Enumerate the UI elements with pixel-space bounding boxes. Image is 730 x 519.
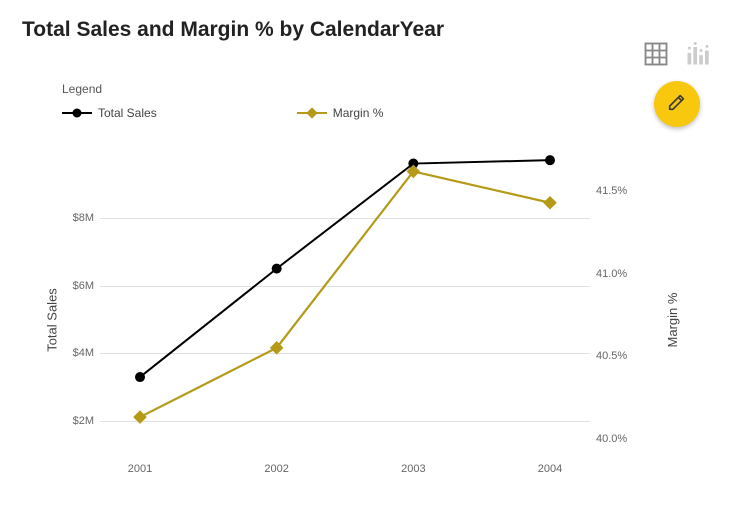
chart-area: Total Sales Margin % $2M$4M$6M$8M40.0%40… xyxy=(30,150,650,490)
plot-region: $2M$4M$6M$8M40.0%40.5%41.0%41.5%20012002… xyxy=(100,150,590,455)
y1-tick-label: $6M xyxy=(73,280,94,292)
chart-title: Total Sales and Margin % by CalendarYear xyxy=(0,0,730,42)
legend-item-total-sales[interactable]: Total Sales xyxy=(62,106,157,120)
y1-tick-label: $2M xyxy=(73,415,94,427)
x-tick-label: 2002 xyxy=(264,463,288,475)
x-tick-label: 2001 xyxy=(128,463,152,475)
y2-tick-label: 41.0% xyxy=(596,268,627,280)
series-marker xyxy=(272,264,282,274)
series-marker xyxy=(543,196,557,210)
bar-chart-icon[interactable] xyxy=(684,40,712,73)
legend: Legend Total Sales Margin % xyxy=(62,82,383,120)
y1-axis-label: Total Sales xyxy=(44,288,59,352)
series-line xyxy=(140,171,550,417)
legend-label: Margin % xyxy=(333,106,384,120)
y2-tick-label: 40.0% xyxy=(596,433,627,445)
legend-title: Legend xyxy=(62,82,383,96)
y2-axis-label: Margin % xyxy=(665,293,680,348)
y2-tick-label: 40.5% xyxy=(596,350,627,362)
x-tick-label: 2004 xyxy=(538,463,562,475)
edit-button[interactable] xyxy=(654,81,700,127)
series-marker xyxy=(133,410,147,424)
legend-label: Total Sales xyxy=(98,106,157,120)
x-tick-label: 2003 xyxy=(401,463,425,475)
series-line xyxy=(140,160,550,377)
series-marker xyxy=(135,372,145,382)
visual-toolbar xyxy=(642,40,712,127)
y1-tick-label: $4M xyxy=(73,347,94,359)
pencil-icon xyxy=(666,91,688,118)
plot-svg xyxy=(100,150,590,455)
legend-item-margin[interactable]: Margin % xyxy=(297,106,384,120)
series-marker xyxy=(545,155,555,165)
y1-tick-label: $8M xyxy=(73,212,94,224)
grid-view-icon[interactable] xyxy=(642,40,670,73)
y2-tick-label: 41.5% xyxy=(596,185,627,197)
